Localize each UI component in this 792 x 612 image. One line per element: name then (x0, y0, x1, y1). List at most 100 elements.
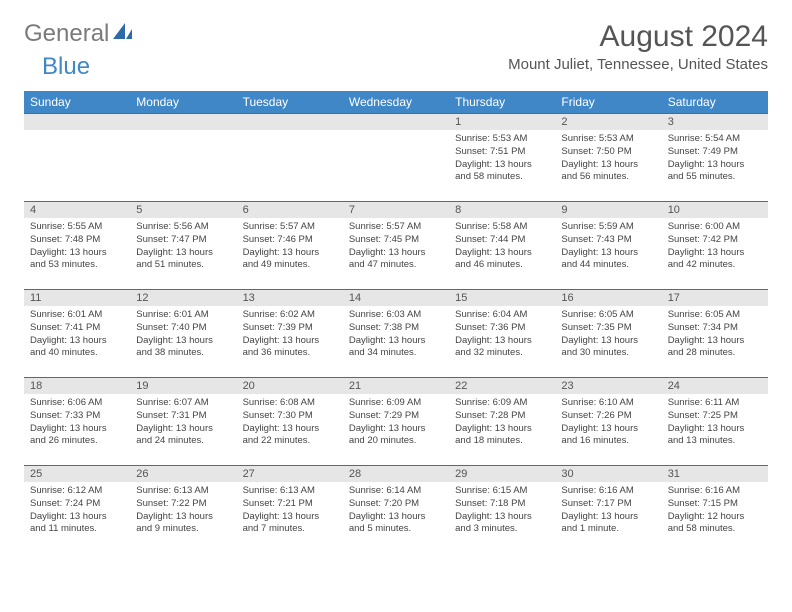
day-number: 8 (449, 202, 555, 218)
day-number: 17 (662, 290, 768, 306)
calendar-day-cell: 1Sunrise: 5:53 AMSunset: 7:51 PMDaylight… (449, 114, 555, 202)
calendar-day-cell: 29Sunrise: 6:15 AMSunset: 7:18 PMDayligh… (449, 466, 555, 554)
calendar-day-cell: 5Sunrise: 5:56 AMSunset: 7:47 PMDaylight… (130, 202, 236, 290)
day-number: 19 (130, 378, 236, 394)
weekday-row: SundayMondayTuesdayWednesdayThursdayFrid… (24, 91, 768, 114)
day-number: 5 (130, 202, 236, 218)
day-number: 20 (237, 378, 343, 394)
weekday-header: Thursday (449, 91, 555, 114)
calendar-day-cell: 20Sunrise: 6:08 AMSunset: 7:30 PMDayligh… (237, 378, 343, 466)
day-details: Sunrise: 5:58 AMSunset: 7:44 PMDaylight:… (449, 218, 555, 276)
calendar-day-cell: 14Sunrise: 6:03 AMSunset: 7:38 PMDayligh… (343, 290, 449, 378)
calendar-day-cell: 16Sunrise: 6:05 AMSunset: 7:35 PMDayligh… (555, 290, 661, 378)
calendar-day-cell: 13Sunrise: 6:02 AMSunset: 7:39 PMDayligh… (237, 290, 343, 378)
logo: General (24, 20, 133, 48)
calendar-day-cell: 19Sunrise: 6:07 AMSunset: 7:31 PMDayligh… (130, 378, 236, 466)
day-number: 23 (555, 378, 661, 394)
calendar-day-cell (130, 114, 236, 202)
day-details: Sunrise: 6:15 AMSunset: 7:18 PMDaylight:… (449, 482, 555, 540)
day-details: Sunrise: 6:11 AMSunset: 7:25 PMDaylight:… (662, 394, 768, 452)
day-details: Sunrise: 5:57 AMSunset: 7:45 PMDaylight:… (343, 218, 449, 276)
day-details: Sunrise: 6:16 AMSunset: 7:17 PMDaylight:… (555, 482, 661, 540)
day-details: Sunrise: 6:13 AMSunset: 7:21 PMDaylight:… (237, 482, 343, 540)
logo-sail-icon (111, 20, 133, 48)
calendar-day-cell: 6Sunrise: 5:57 AMSunset: 7:46 PMDaylight… (237, 202, 343, 290)
day-details: Sunrise: 6:09 AMSunset: 7:29 PMDaylight:… (343, 394, 449, 452)
calendar-week-row: 18Sunrise: 6:06 AMSunset: 7:33 PMDayligh… (24, 378, 768, 466)
calendar-day-cell: 22Sunrise: 6:09 AMSunset: 7:28 PMDayligh… (449, 378, 555, 466)
day-number (130, 114, 236, 130)
weekday-header: Wednesday (343, 91, 449, 114)
day-number (237, 114, 343, 130)
calendar-day-cell: 4Sunrise: 5:55 AMSunset: 7:48 PMDaylight… (24, 202, 130, 290)
weekday-header: Sunday (24, 91, 130, 114)
day-details: Sunrise: 5:53 AMSunset: 7:51 PMDaylight:… (449, 130, 555, 188)
day-details: Sunrise: 6:10 AMSunset: 7:26 PMDaylight:… (555, 394, 661, 452)
day-number: 6 (237, 202, 343, 218)
calendar-day-cell (237, 114, 343, 202)
day-number: 21 (343, 378, 449, 394)
calendar-day-cell: 18Sunrise: 6:06 AMSunset: 7:33 PMDayligh… (24, 378, 130, 466)
day-number: 31 (662, 466, 768, 482)
day-details: Sunrise: 5:57 AMSunset: 7:46 PMDaylight:… (237, 218, 343, 276)
day-details: Sunrise: 6:03 AMSunset: 7:38 PMDaylight:… (343, 306, 449, 364)
calendar-day-cell: 2Sunrise: 5:53 AMSunset: 7:50 PMDaylight… (555, 114, 661, 202)
day-number: 24 (662, 378, 768, 394)
calendar-week-row: 25Sunrise: 6:12 AMSunset: 7:24 PMDayligh… (24, 466, 768, 554)
calendar-day-cell: 23Sunrise: 6:10 AMSunset: 7:26 PMDayligh… (555, 378, 661, 466)
calendar-week-row: 11Sunrise: 6:01 AMSunset: 7:41 PMDayligh… (24, 290, 768, 378)
logo-text-1: General (24, 20, 109, 48)
calendar-day-cell: 10Sunrise: 6:00 AMSunset: 7:42 PMDayligh… (662, 202, 768, 290)
day-details: Sunrise: 6:01 AMSunset: 7:40 PMDaylight:… (130, 306, 236, 364)
weekday-header: Saturday (662, 91, 768, 114)
day-details: Sunrise: 5:53 AMSunset: 7:50 PMDaylight:… (555, 130, 661, 188)
calendar-day-cell: 15Sunrise: 6:04 AMSunset: 7:36 PMDayligh… (449, 290, 555, 378)
day-details: Sunrise: 5:59 AMSunset: 7:43 PMDaylight:… (555, 218, 661, 276)
day-details: Sunrise: 6:07 AMSunset: 7:31 PMDaylight:… (130, 394, 236, 452)
day-number: 28 (343, 466, 449, 482)
day-details: Sunrise: 6:00 AMSunset: 7:42 PMDaylight:… (662, 218, 768, 276)
day-details: Sunrise: 6:13 AMSunset: 7:22 PMDaylight:… (130, 482, 236, 540)
day-number: 18 (24, 378, 130, 394)
logo-text-2: Blue (42, 53, 90, 80)
calendar-week-row: 1Sunrise: 5:53 AMSunset: 7:51 PMDaylight… (24, 114, 768, 202)
day-details: Sunrise: 6:16 AMSunset: 7:15 PMDaylight:… (662, 482, 768, 540)
day-number: 26 (130, 466, 236, 482)
calendar-day-cell: 31Sunrise: 6:16 AMSunset: 7:15 PMDayligh… (662, 466, 768, 554)
calendar-week-row: 4Sunrise: 5:55 AMSunset: 7:48 PMDaylight… (24, 202, 768, 290)
calendar-day-cell: 30Sunrise: 6:16 AMSunset: 7:17 PMDayligh… (555, 466, 661, 554)
day-number: 3 (662, 114, 768, 130)
day-number: 14 (343, 290, 449, 306)
weekday-header: Friday (555, 91, 661, 114)
day-number: 13 (237, 290, 343, 306)
calendar-day-cell (343, 114, 449, 202)
calendar-page: General August 2024 Mount Juliet, Tennes… (0, 0, 792, 574)
day-details: Sunrise: 5:55 AMSunset: 7:48 PMDaylight:… (24, 218, 130, 276)
day-details: Sunrise: 6:05 AMSunset: 7:35 PMDaylight:… (555, 306, 661, 364)
day-details: Sunrise: 5:56 AMSunset: 7:47 PMDaylight:… (130, 218, 236, 276)
calendar-day-cell: 28Sunrise: 6:14 AMSunset: 7:20 PMDayligh… (343, 466, 449, 554)
calendar-day-cell: 8Sunrise: 5:58 AMSunset: 7:44 PMDaylight… (449, 202, 555, 290)
day-number: 11 (24, 290, 130, 306)
month-title: August 2024 (508, 20, 768, 54)
day-number: 4 (24, 202, 130, 218)
day-details: Sunrise: 6:06 AMSunset: 7:33 PMDaylight:… (24, 394, 130, 452)
weekday-header: Monday (130, 91, 236, 114)
day-details: Sunrise: 6:12 AMSunset: 7:24 PMDaylight:… (24, 482, 130, 540)
day-details: Sunrise: 5:54 AMSunset: 7:49 PMDaylight:… (662, 130, 768, 188)
day-number: 1 (449, 114, 555, 130)
calendar-day-cell: 12Sunrise: 6:01 AMSunset: 7:40 PMDayligh… (130, 290, 236, 378)
calendar-day-cell: 3Sunrise: 5:54 AMSunset: 7:49 PMDaylight… (662, 114, 768, 202)
day-number: 27 (237, 466, 343, 482)
day-number: 15 (449, 290, 555, 306)
day-number: 12 (130, 290, 236, 306)
day-details: Sunrise: 6:02 AMSunset: 7:39 PMDaylight:… (237, 306, 343, 364)
calendar-day-cell: 27Sunrise: 6:13 AMSunset: 7:21 PMDayligh… (237, 466, 343, 554)
calendar-day-cell: 17Sunrise: 6:05 AMSunset: 7:34 PMDayligh… (662, 290, 768, 378)
day-number: 30 (555, 466, 661, 482)
day-details: Sunrise: 6:04 AMSunset: 7:36 PMDaylight:… (449, 306, 555, 364)
title-block: August 2024 Mount Juliet, Tennessee, Uni… (508, 20, 768, 73)
day-number: 29 (449, 466, 555, 482)
calendar-day-cell: 26Sunrise: 6:13 AMSunset: 7:22 PMDayligh… (130, 466, 236, 554)
day-number: 16 (555, 290, 661, 306)
